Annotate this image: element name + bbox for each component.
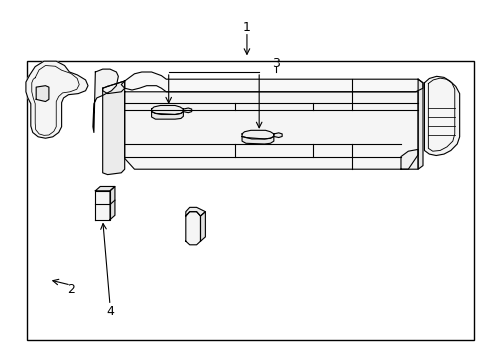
Polygon shape	[110, 186, 115, 220]
Polygon shape	[273, 133, 282, 138]
Polygon shape	[242, 136, 273, 144]
Polygon shape	[400, 149, 417, 169]
Text: 2: 2	[67, 283, 75, 296]
Polygon shape	[95, 186, 115, 191]
Polygon shape	[26, 61, 88, 138]
Text: 4: 4	[106, 305, 114, 318]
Polygon shape	[121, 72, 422, 92]
Polygon shape	[183, 108, 191, 113]
Polygon shape	[151, 105, 183, 114]
Polygon shape	[185, 212, 200, 245]
Polygon shape	[151, 112, 183, 119]
Polygon shape	[200, 212, 205, 241]
Polygon shape	[424, 76, 459, 156]
Text: 1: 1	[243, 21, 250, 33]
Polygon shape	[124, 92, 417, 169]
Polygon shape	[36, 86, 49, 102]
Polygon shape	[417, 79, 422, 169]
Polygon shape	[102, 81, 124, 175]
Text: 3: 3	[272, 57, 280, 69]
Polygon shape	[102, 81, 124, 94]
Polygon shape	[95, 191, 110, 220]
Polygon shape	[185, 207, 205, 216]
Polygon shape	[242, 130, 273, 139]
Polygon shape	[93, 69, 118, 132]
Bar	[27, 61, 473, 340]
